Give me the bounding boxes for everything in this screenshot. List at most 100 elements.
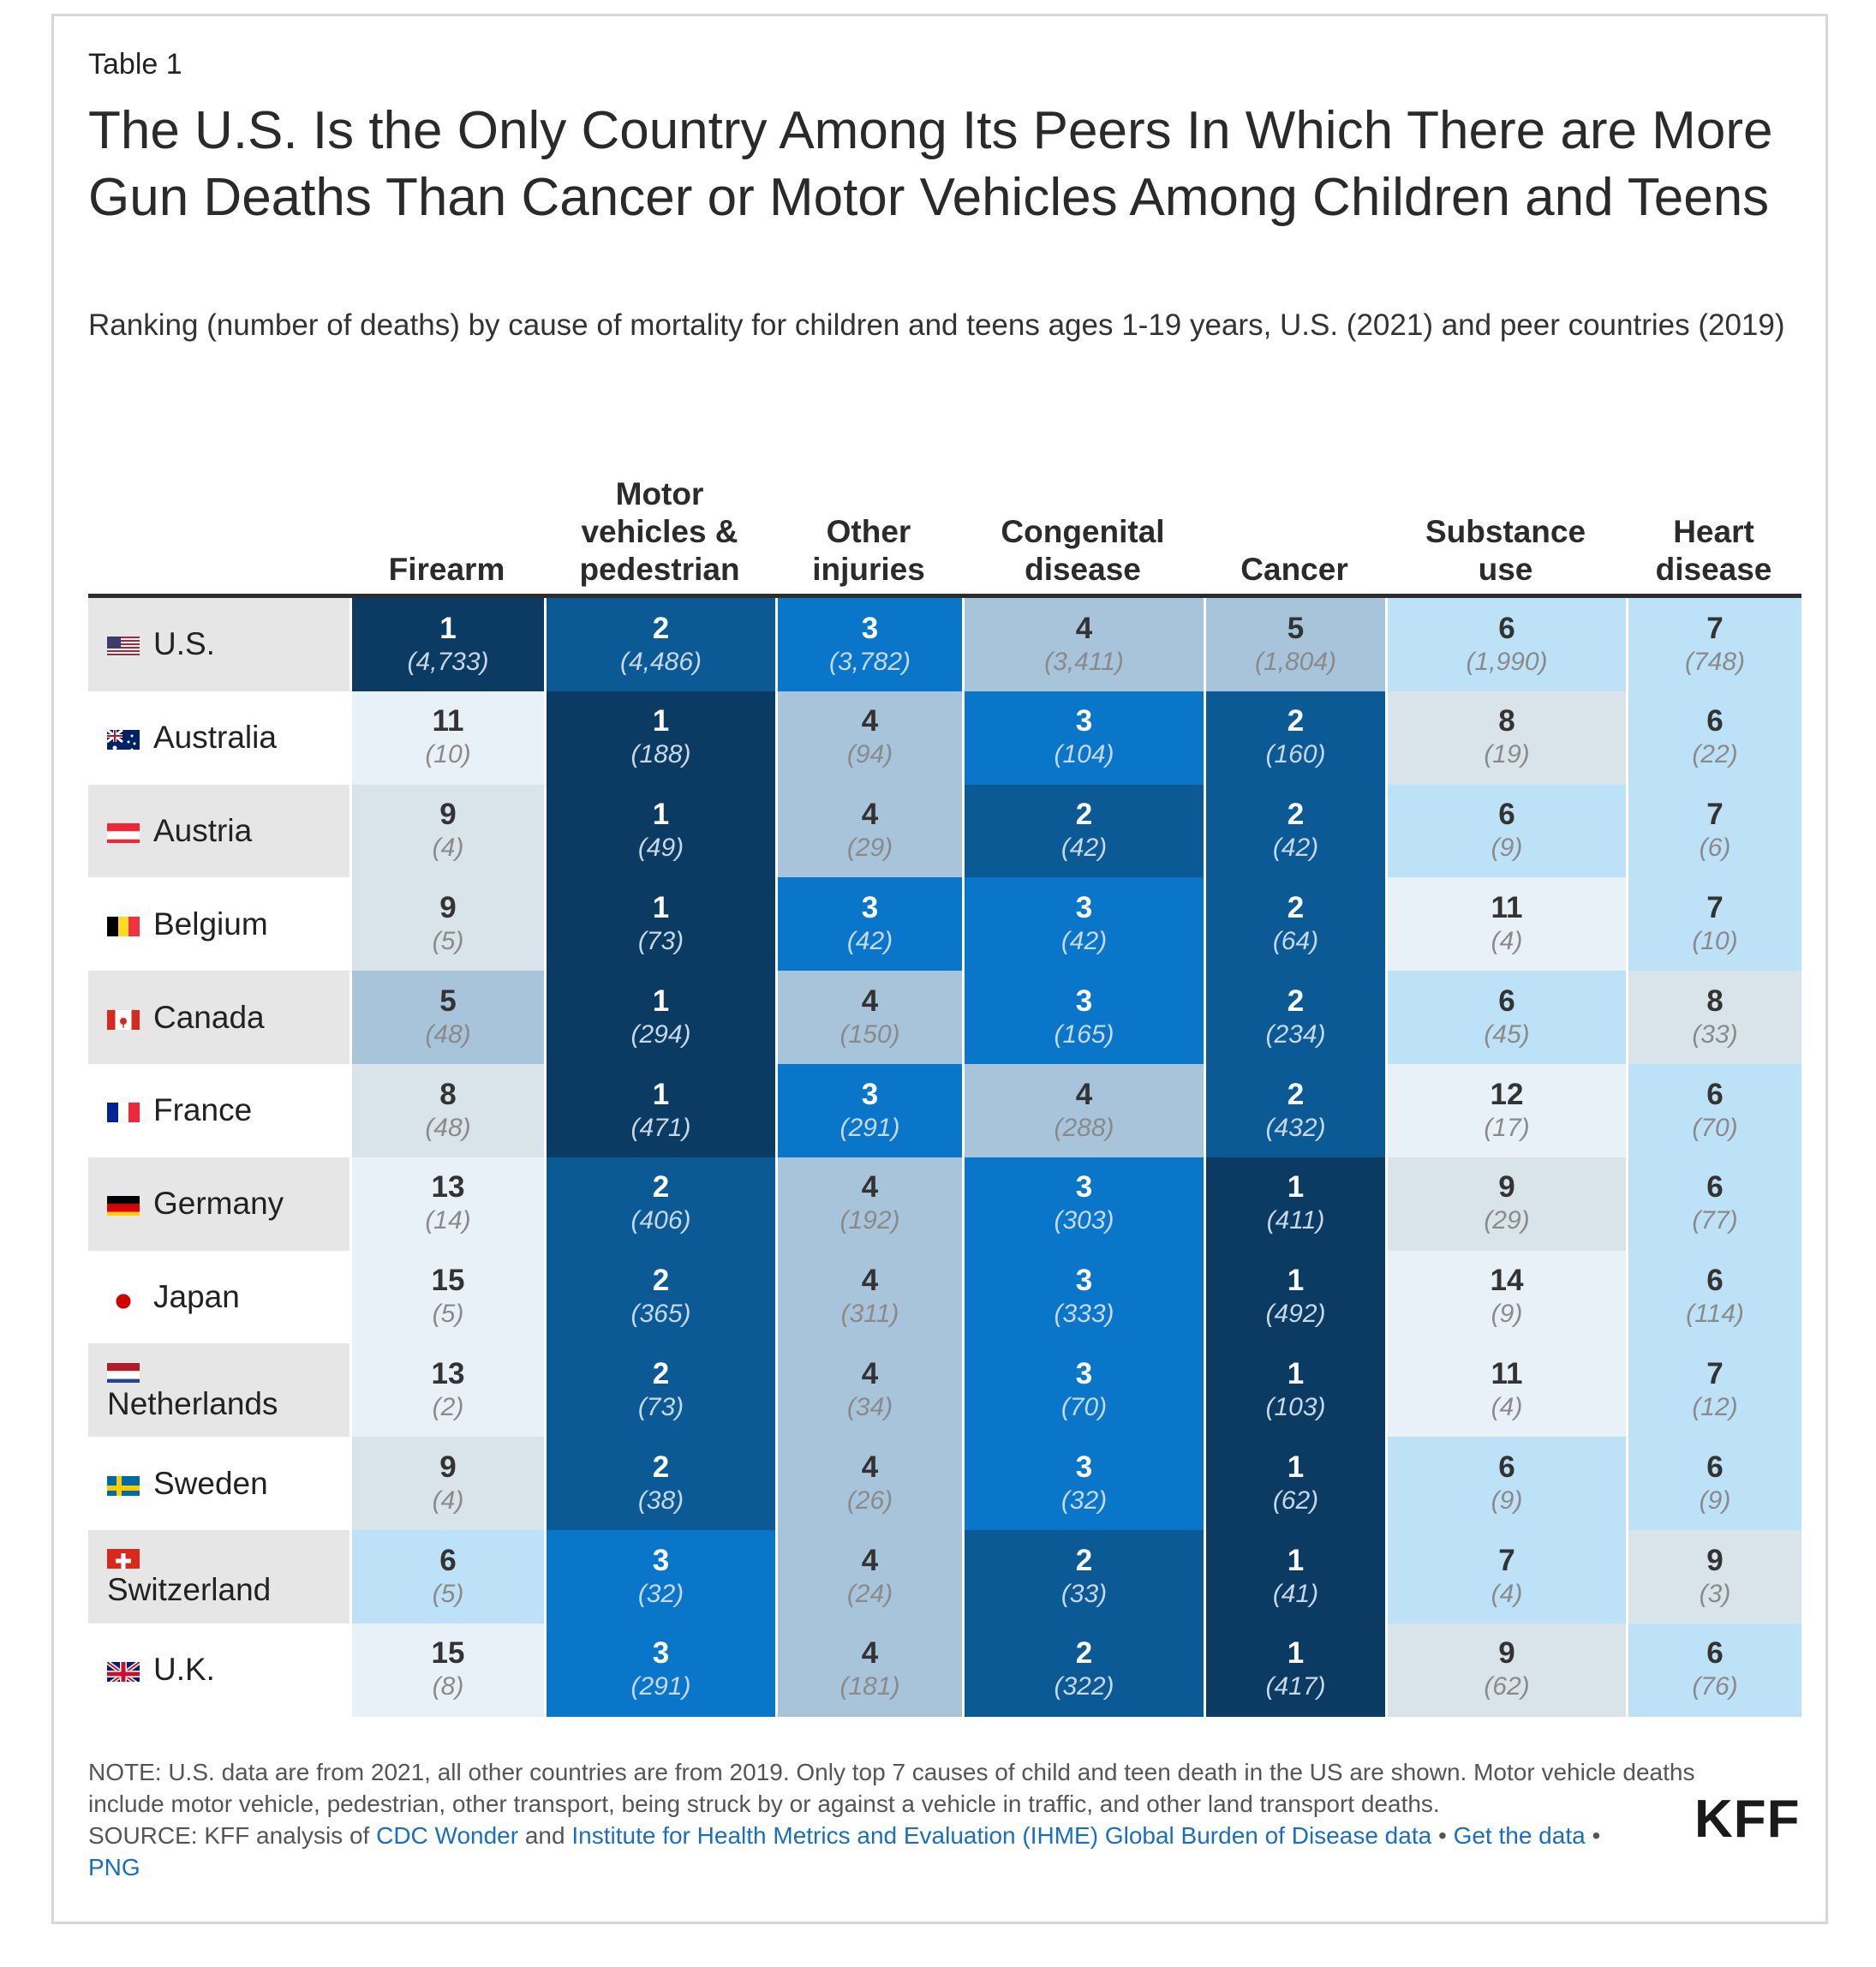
rank-value: 3 (652, 1636, 670, 1671)
country-name: Belgium (153, 906, 268, 942)
sweden-flag-icon (107, 1472, 140, 1496)
death-count: (8) (432, 1672, 464, 1701)
rank-value: 4 (861, 1264, 879, 1298)
death-count: (3) (1699, 1579, 1731, 1608)
death-count: (150) (839, 1019, 900, 1049)
netherlands-flag-icon (107, 1359, 140, 1383)
death-count: (5) (432, 1300, 464, 1329)
rank-value: 7 (1498, 1543, 1515, 1577)
rank-value: 1 (439, 611, 457, 645)
switzerland-flag-icon (107, 1545, 140, 1569)
death-count: (32) (637, 1579, 684, 1608)
rank-cell: 6 (77) (1626, 1157, 1801, 1252)
rank-value: 2 (1287, 1077, 1305, 1111)
rank-value: 13 (431, 1170, 465, 1205)
death-count: (94) (846, 740, 893, 769)
rank-value: 2 (1287, 891, 1305, 925)
death-count: (4) (1491, 927, 1523, 956)
rank-cell: 3 (104) (962, 691, 1204, 786)
column-header-heart-disease: Heart disease (1655, 514, 1772, 587)
country-name: Sweden (153, 1465, 268, 1501)
death-count: (42) (1272, 834, 1319, 863)
rank-value: 15 (431, 1264, 465, 1298)
rank-value: 3 (861, 891, 879, 925)
rank-value: 3 (1075, 704, 1093, 738)
rank-value: 7 (1706, 798, 1724, 832)
rank-value: 3 (861, 1077, 879, 1111)
rank-value: 3 (1075, 1450, 1093, 1484)
canada-flag-icon (107, 1006, 140, 1030)
country-austria: Austria (88, 784, 350, 878)
japan-flag-icon (107, 1285, 140, 1309)
death-count: (32) (1060, 1486, 1108, 1515)
death-count: (411) (1266, 1206, 1325, 1235)
death-count: (22) (1692, 740, 1738, 769)
rank-value: 4 (1075, 611, 1093, 645)
death-count: (311) (840, 1300, 899, 1329)
death-count: (4,733) (407, 647, 489, 676)
header-rule (88, 594, 1801, 598)
rank-value: 9 (1706, 1543, 1724, 1577)
death-count: (291) (630, 1672, 691, 1701)
death-count: (9) (1491, 1486, 1523, 1515)
country-name: France (153, 1092, 253, 1128)
death-count: (62) (1484, 1672, 1530, 1701)
rank-cell: 2 (42) (962, 784, 1204, 878)
rank-cell: 1 (103) (1204, 1343, 1385, 1438)
cdc-wonder-link[interactable]: CDC Wonder (376, 1822, 519, 1849)
rank-cell: 8 (19) (1385, 691, 1626, 786)
column-header-motor-vehicles-pedestrian: Motor vehicles & pedestrian (579, 476, 740, 587)
rank-value: 4 (861, 1450, 879, 1484)
rank-value: 13 (431, 1357, 465, 1391)
rank-value: 1 (1287, 1357, 1305, 1391)
death-count: (181) (839, 1672, 900, 1701)
rank-cell: 6 (9) (1385, 784, 1626, 878)
rank-value: 6 (1498, 611, 1515, 645)
rank-cell: 8 (33) (1626, 971, 1801, 1065)
rank-cell: 6 (9) (1626, 1437, 1801, 1531)
rank-cell: 6 (9) (1385, 1437, 1626, 1531)
death-count: (42) (1060, 927, 1108, 956)
png-link[interactable]: PNG (88, 1854, 140, 1880)
rank-value: 2 (1287, 798, 1305, 832)
death-count: (192) (839, 1206, 900, 1235)
rank-cell: 4 (3,411) (962, 598, 1204, 692)
death-count: (77) (1692, 1206, 1738, 1235)
get-the-data-link[interactable]: Get the data (1453, 1822, 1586, 1849)
rank-value: 2 (1075, 1636, 1093, 1671)
rank-cell: 3 (291) (775, 1064, 962, 1158)
rank-cell: 4 (150) (775, 971, 962, 1065)
rank-value: 2 (652, 1170, 670, 1205)
us-flag-icon (107, 632, 140, 657)
country-germany: Germany (88, 1157, 350, 1251)
rank-value: 5 (1287, 611, 1305, 645)
rank-value: 3 (1075, 984, 1093, 1018)
rank-cell: 1 (49) (544, 784, 775, 878)
rank-value: 4 (861, 984, 879, 1018)
austria-flag-icon (107, 819, 140, 843)
rank-cell: 3 (32) (962, 1437, 1204, 1531)
death-count: (5) (432, 927, 464, 956)
death-count: (288) (1054, 1113, 1114, 1142)
ihme-link[interactable]: Institute for Health Metrics and Evaluat… (571, 1822, 1432, 1849)
rank-value: 1 (1287, 1636, 1305, 1671)
rank-value: 4 (861, 1636, 879, 1671)
rank-value: 14 (1490, 1264, 1524, 1298)
column-header-other-injuries: Other injuries (812, 514, 925, 587)
uk-flag-icon (107, 1658, 140, 1683)
death-count: (14) (425, 1206, 471, 1235)
death-count: (49) (637, 834, 684, 863)
rank-cell: 6 (22) (1626, 691, 1801, 786)
rank-value: 2 (1075, 798, 1093, 832)
rank-value: 9 (1498, 1170, 1515, 1205)
death-count: (9) (1491, 1300, 1523, 1329)
rank-cell: 7 (748) (1626, 598, 1801, 692)
rank-cell: 1 (4,733) (350, 598, 544, 692)
rank-value: 6 (1706, 1170, 1724, 1205)
rank-cell: 2 (322) (962, 1623, 1204, 1718)
rank-cell: 3 (303) (962, 1157, 1204, 1252)
source-and: and (518, 1822, 572, 1849)
rank-cell: 13 (14) (350, 1157, 544, 1252)
rank-cell: 13 (2) (350, 1343, 544, 1438)
rank-cell: 2 (160) (1204, 691, 1385, 786)
